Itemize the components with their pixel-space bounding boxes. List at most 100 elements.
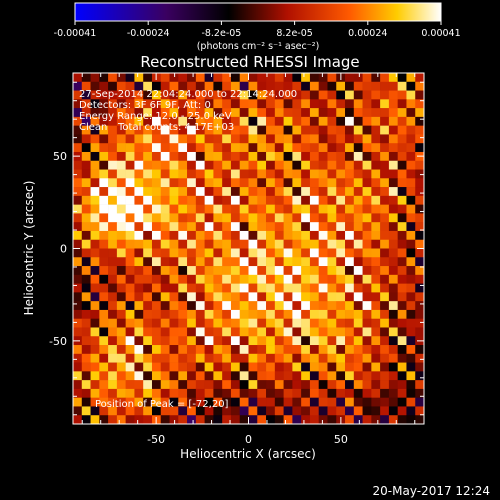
heatmap-cell (327, 353, 337, 363)
heatmap-cell (195, 151, 205, 162)
heatmap-cell (257, 143, 267, 153)
heatmap-cell (257, 125, 267, 135)
heatmap-cell (222, 406, 232, 416)
heatmap-cell (213, 309, 223, 320)
heatmap-cell (151, 353, 162, 363)
heatmap-cell (318, 309, 328, 320)
heatmap-cell (81, 353, 91, 363)
heatmap-cell (406, 388, 416, 398)
heatmap-cell (73, 160, 83, 170)
heatmap-cell (336, 336, 346, 346)
heatmap-cell (81, 274, 91, 284)
heatmap-cell (230, 292, 241, 302)
heatmap-cell (143, 406, 153, 416)
heatmap-cell (353, 187, 363, 197)
heatmap-cell (178, 292, 188, 302)
heatmap-cell (108, 73, 118, 83)
heatmap-cell (266, 230, 276, 241)
heatmap-cell (362, 195, 372, 205)
heatmap-cell (406, 292, 416, 302)
heatmap-cell (362, 213, 372, 223)
heatmap-cell (73, 415, 83, 425)
heatmap-cell (406, 169, 416, 179)
heatmap-cell (415, 134, 425, 144)
heatmap-cell (108, 116, 118, 126)
heatmap-cell (99, 204, 109, 214)
heatmap-cell (266, 125, 276, 135)
heatmap-cell (388, 292, 398, 302)
heatmap-cell (108, 301, 118, 311)
heatmap-cell (81, 397, 91, 407)
heatmap-cell (318, 134, 328, 144)
heatmap-cell (274, 143, 284, 153)
heatmap-cell (143, 178, 153, 188)
heatmap-cell (292, 73, 302, 83)
heatmap-cell (309, 73, 320, 83)
heatmap-cell (187, 318, 197, 328)
heatmap-cell (134, 266, 144, 276)
heatmap-cell (248, 90, 258, 100)
heatmap-cell (274, 266, 284, 276)
heatmap-cell (160, 160, 170, 170)
heatmap-cell (99, 116, 109, 126)
heatmap-cell (397, 318, 407, 328)
heatmap-cell (388, 187, 398, 197)
heatmap-cell (222, 239, 232, 249)
heatmap-cell (116, 108, 126, 118)
heatmap-cell (204, 239, 214, 249)
heatmap-cell (248, 187, 258, 197)
heatmap-cell (239, 204, 249, 214)
heatmap-cell (345, 178, 355, 188)
heatmap-cell (318, 151, 328, 162)
heatmap-cell (309, 371, 320, 381)
heatmap-cell (81, 345, 91, 355)
heatmap-cell (397, 397, 407, 407)
heatmap-cell (116, 125, 126, 135)
heatmap-cell (116, 222, 126, 232)
heatmap-cell (90, 274, 100, 284)
heatmap-cell (327, 213, 337, 223)
heatmap-cell (362, 230, 372, 241)
heatmap-cell (125, 73, 135, 83)
heatmap-cell (388, 116, 398, 126)
heatmap-cell (283, 274, 293, 284)
heatmap-cell (274, 353, 284, 363)
heatmap-cell (318, 108, 328, 118)
heatmap-cell (345, 169, 355, 179)
heatmap-cell (169, 353, 179, 363)
heatmap-cell (345, 195, 355, 205)
heatmap-cell (257, 353, 267, 363)
heatmap-cell (371, 257, 381, 267)
heatmap-cell (187, 283, 197, 293)
heatmap-cell (134, 397, 144, 407)
heatmap-cell (257, 371, 267, 381)
heatmap-cell (283, 318, 293, 328)
heatmap-cell (230, 195, 241, 205)
heatmap-cell (90, 292, 100, 302)
heatmap-cell (90, 415, 100, 425)
heatmap-cell (108, 248, 118, 258)
heatmap-cell (283, 362, 293, 372)
heatmap-cell (222, 81, 232, 91)
heatmap-cell (415, 266, 425, 276)
heatmap-cell (73, 327, 83, 337)
heatmap-cell (266, 388, 276, 398)
heatmap-cell (195, 327, 205, 337)
heatmap-cell (371, 160, 381, 170)
heatmap-cell (195, 353, 205, 363)
heatmap-cell (143, 125, 153, 135)
heatmap-cell (362, 81, 372, 91)
heatmap-cell (230, 336, 241, 346)
heatmap-cell (248, 406, 258, 416)
heatmap-cell (362, 380, 372, 390)
heatmap-cell (125, 160, 135, 170)
heatmap-cell (195, 213, 205, 223)
heatmap-cell (169, 248, 179, 258)
heatmap-cell (380, 292, 390, 302)
heatmap-cell (239, 222, 249, 232)
heatmap-cell (380, 406, 390, 416)
heatmap-cell (116, 266, 126, 276)
heatmap-cell (318, 362, 328, 372)
heatmap-cell (318, 353, 328, 363)
heatmap-cell (327, 187, 337, 197)
